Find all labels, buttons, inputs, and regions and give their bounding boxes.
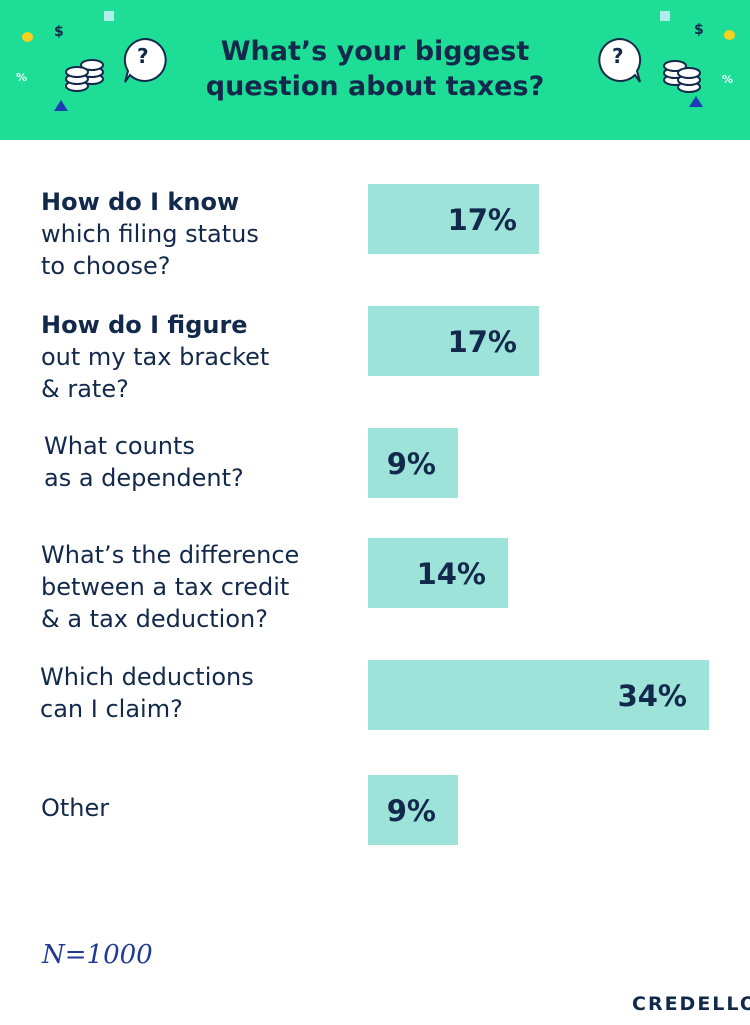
category-label: How do I know which filing status to choos… [41,186,351,282]
page-title: What’s your biggest question about taxes… [175,34,575,104]
bar-value-label: 17% [447,203,517,237]
category-label-line: How do I know [41,188,240,216]
sample-size-note: N=1000 [42,940,153,970]
yellow-dot-icon [22,32,33,42]
question-bubble-icon [598,37,642,83]
title-line-1: What’s your biggest [220,36,530,67]
category-label-line: What’s the difference [41,541,300,569]
bar: 34% [368,660,709,730]
bar-value-label: 14% [416,557,486,591]
dollar-sign-icon: $ [694,22,704,38]
category-label-line: & a tax deduction? [41,605,268,633]
bar: 9% [368,428,458,498]
dollar-sign-icon: $ [54,24,64,40]
bar-value-label: 9% [386,447,436,481]
category-label-line: can I claim? [40,695,183,723]
category-label: Other [41,792,351,824]
bar-value-label: 17% [447,325,517,359]
bar-value-label: 9% [386,794,436,828]
category-label-line: as a dependent? [44,464,244,492]
bar: 17% [368,306,539,376]
triangle-icon [689,96,703,107]
square-icon [104,11,114,21]
percent-sign-icon: % [722,73,734,86]
bar-value-label: 34% [617,679,687,713]
category-label-line: Which deductions [40,663,254,691]
question-bubble-icon [123,37,167,83]
bar: 17% [368,184,539,254]
percent-sign-icon: % [16,71,28,84]
bar: 14% [368,538,508,608]
category-label-line: How do I figure [41,311,248,339]
category-label-line: between a tax credit [41,573,290,601]
category-label-line: What counts [44,432,195,460]
category-label: How do I figure out my tax bracket & rate? [41,309,351,405]
question-mark: ? [137,44,149,68]
triangle-icon [54,100,68,111]
title-line-2: question about taxes? [205,71,545,102]
bar-chart: How do I know which filing status to choos… [0,140,750,880]
category-label-line: to choose? [41,252,171,280]
coin-stack-icon [65,59,104,92]
category-label-line: which filing status [41,220,259,248]
category-label: What’s the difference between a tax credi… [41,539,351,635]
yellow-dot-icon [724,30,735,40]
category-label-line: Other [41,794,110,822]
category-label: Which deductions can I claim? [40,661,350,725]
category-label: What counts as a dependent? [44,430,354,494]
bar: 9% [368,775,458,845]
credello-logo: CREDELLO [632,993,750,1015]
coin-stack-icon [663,60,701,93]
category-label-line: out my tax bracket [41,343,270,371]
question-mark: ? [612,44,624,68]
header-banner: $ % ? What’s your biggest question about… [0,0,750,140]
square-icon [660,11,670,21]
category-label-line: & rate? [41,375,129,403]
